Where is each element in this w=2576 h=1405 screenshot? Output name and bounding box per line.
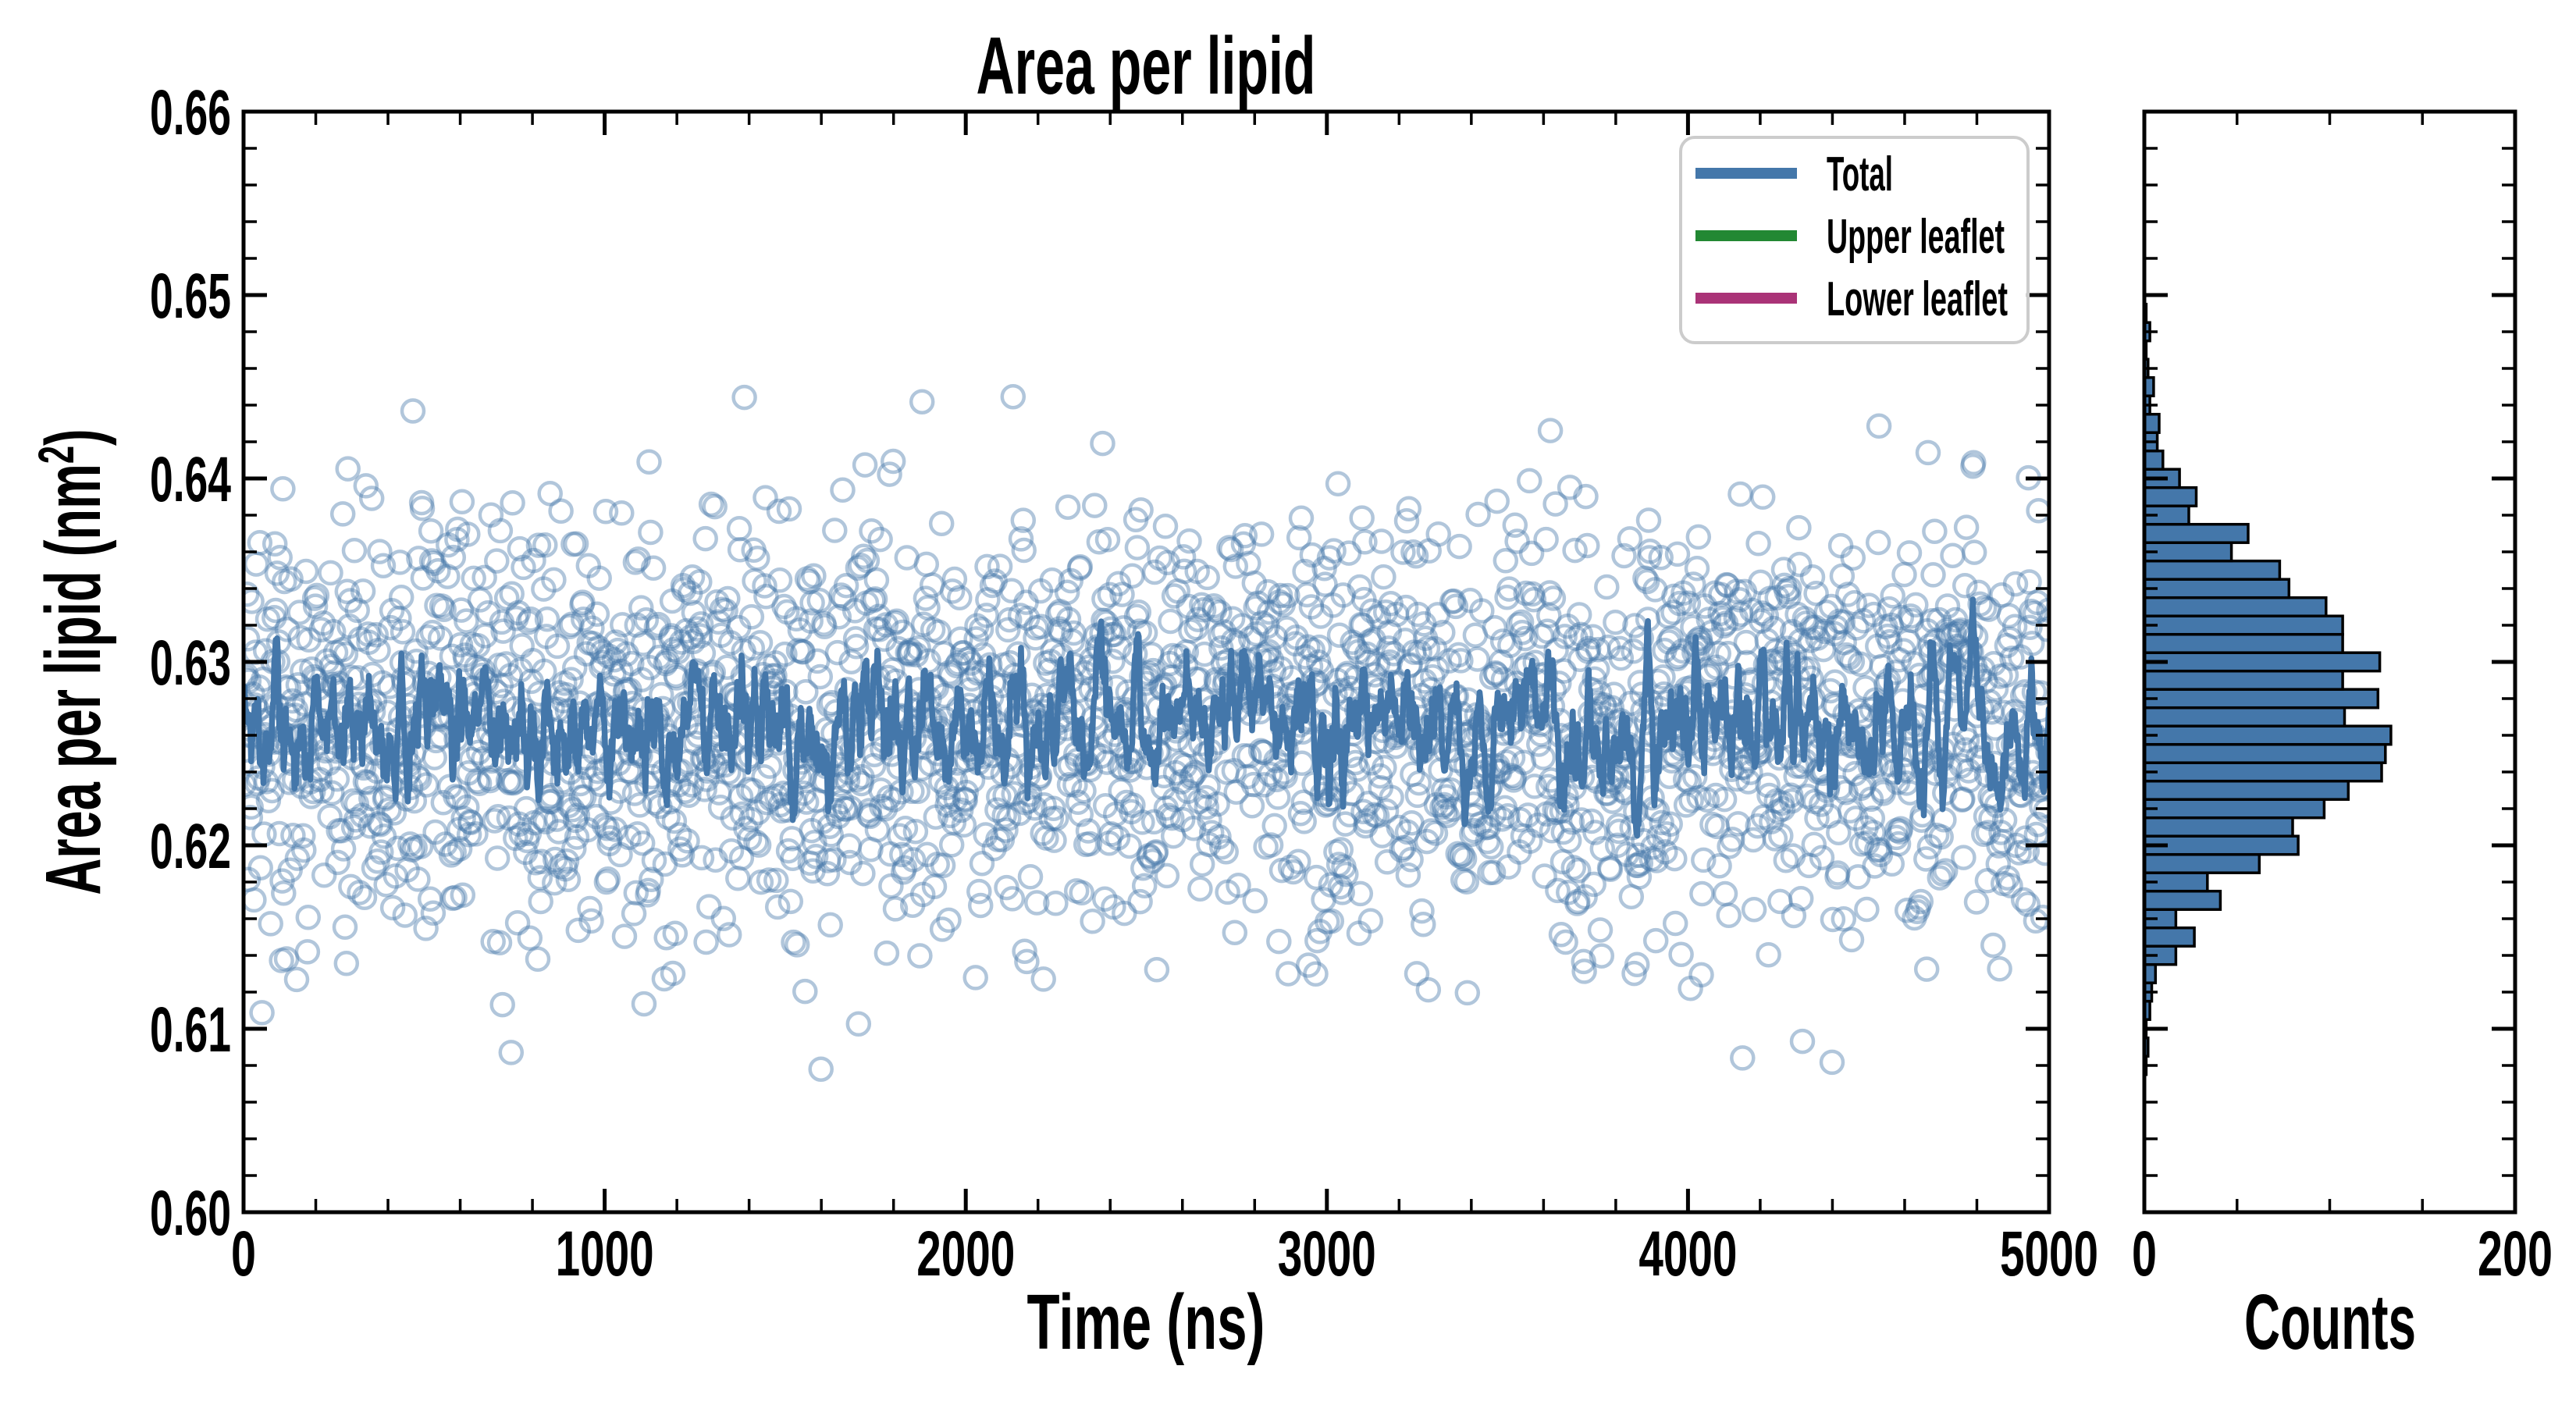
svg-text:0.65: 0.65 [150, 261, 231, 332]
legend: Total Upper leaflet Lower leaflet [1679, 136, 2030, 344]
histogram-x-axis-label: Counts [2244, 1279, 2416, 1366]
legend-frame [1679, 136, 2030, 344]
y-axis-label-text: Area per lipid (nm [30, 464, 116, 895]
svg-text:0: 0 [231, 1218, 256, 1289]
svg-text:Area per lipid (nm2): Area per lipid (nm2) [29, 429, 116, 895]
x-axis-label: Time (ns) [1027, 1279, 1265, 1366]
y-axis-label-superscript: 2 [29, 446, 84, 464]
svg-text:2000: 2000 [916, 1218, 1015, 1289]
svg-text:5000: 5000 [2000, 1218, 2098, 1289]
axis-ticks-group [241, 109, 2517, 1215]
svg-text:1000: 1000 [556, 1218, 654, 1289]
axis-tick-labels-group: 0 1000 2000 3000 4000 50000.600.610.620.630.6… [150, 77, 2553, 1289]
chart-title: Area per lipid [977, 21, 1316, 112]
svg-text:0: 0 [2132, 1218, 2157, 1289]
svg-text:0.61: 0.61 [150, 994, 231, 1065]
svg-text:0.64: 0.64 [150, 444, 231, 515]
y-axis-label-suffix: ) [30, 429, 116, 446]
svg-text:0.62: 0.62 [150, 811, 231, 882]
y-axis-label: Area per lipid (nm2) [29, 429, 116, 895]
total-running-average-line [244, 596, 2049, 839]
svg-text:0.60: 0.60 [150, 1178, 231, 1249]
svg-text:0.66: 0.66 [150, 77, 231, 148]
svg-text:200: 200 [2478, 1218, 2553, 1289]
legend-label-total: Total [1827, 148, 1893, 201]
svg-text:3000: 3000 [1278, 1218, 1376, 1289]
histogram-bars-group [2144, 302, 2393, 1076]
svg-text:4000: 4000 [1638, 1218, 1737, 1289]
legend-label-lower-leaflet: Lower leaflet [1827, 272, 2008, 326]
svg-text:0.63: 0.63 [150, 628, 231, 699]
legend-label-upper-leaflet: Upper leaflet [1827, 210, 2005, 264]
